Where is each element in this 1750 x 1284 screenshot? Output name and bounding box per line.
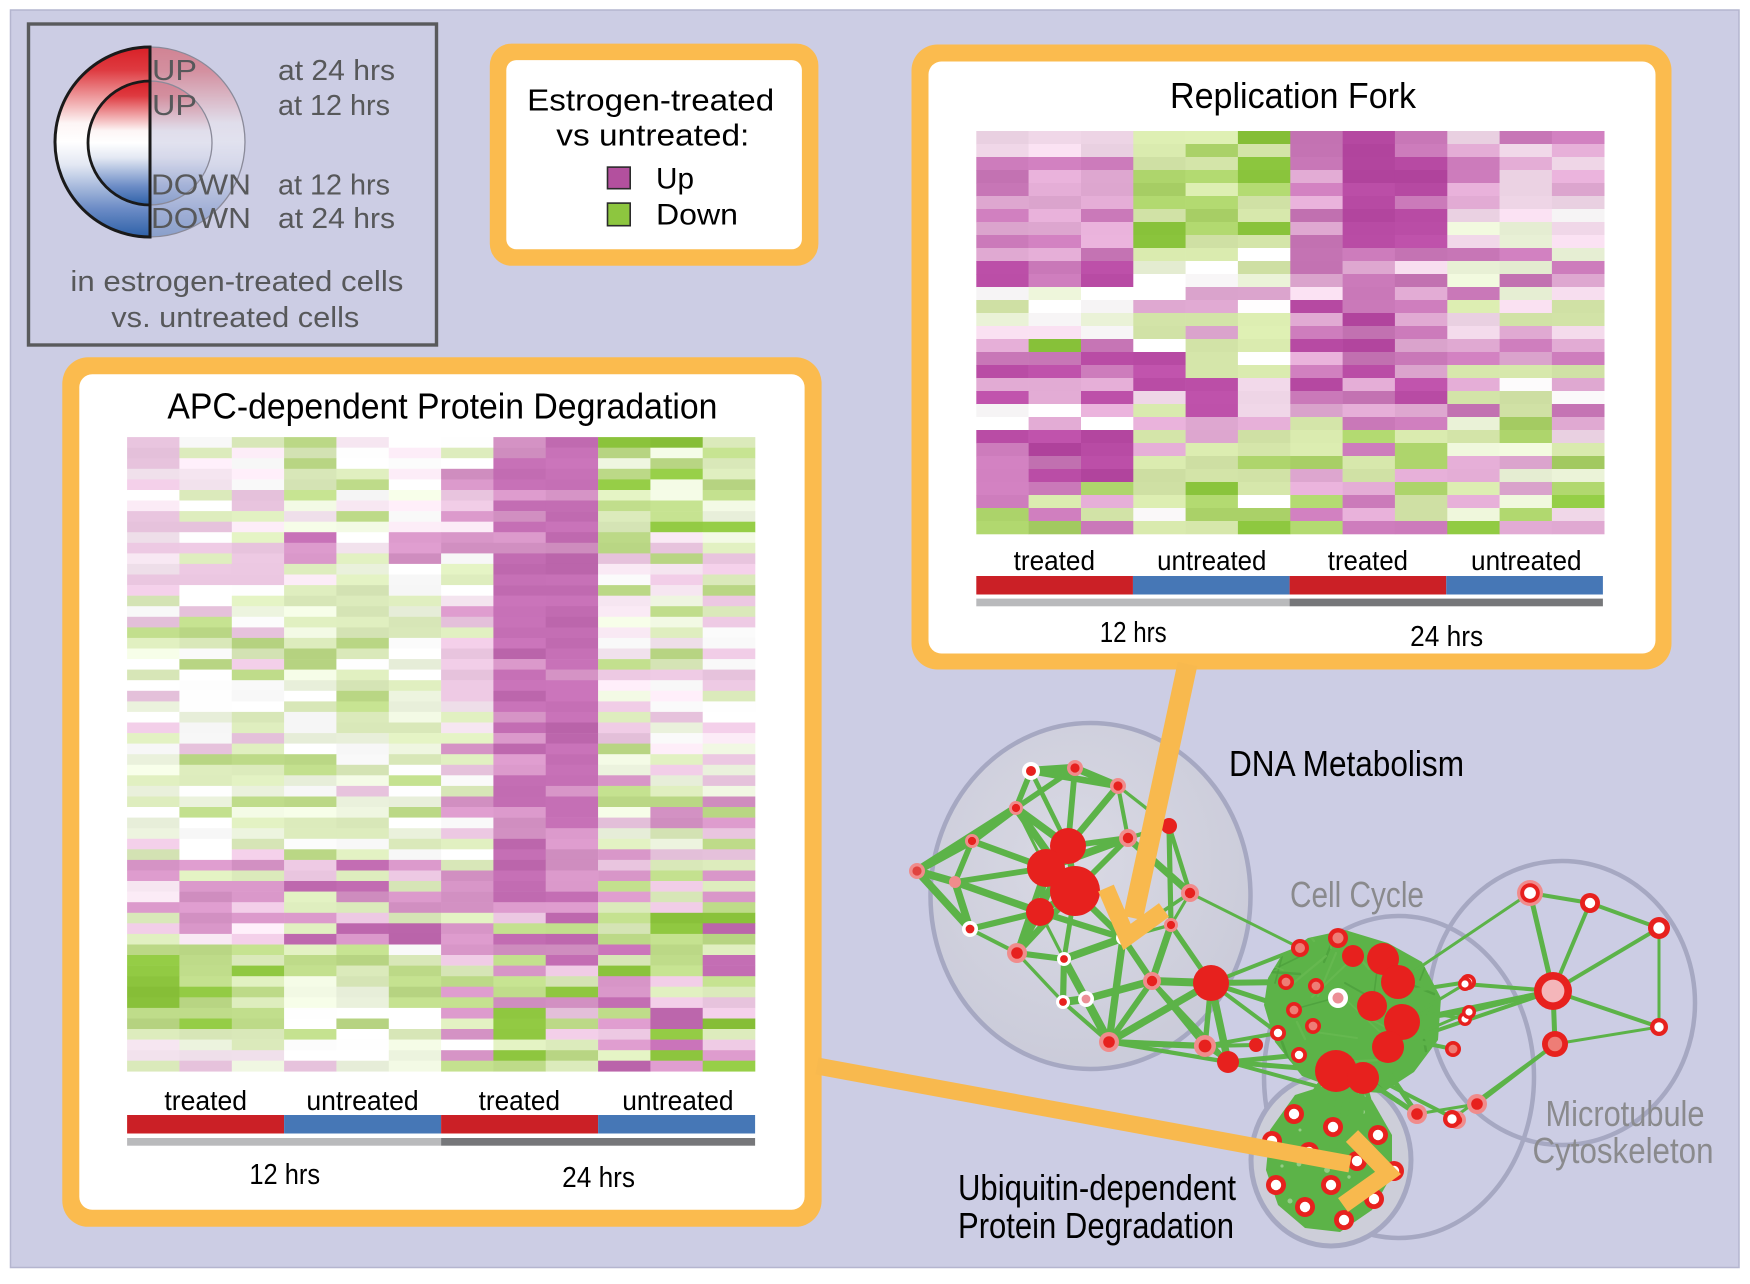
svg-text:treated: treated bbox=[479, 1085, 560, 1116]
svg-text:vs untreated:: vs untreated: bbox=[556, 118, 749, 153]
svg-text:at 24 hrs: at 24 hrs bbox=[278, 203, 395, 235]
svg-text:Ubiquitin-dependent: Ubiquitin-dependent bbox=[958, 1167, 1236, 1208]
svg-text:untreated: untreated bbox=[622, 1085, 733, 1116]
svg-text:DNA Metabolism: DNA Metabolism bbox=[1229, 743, 1464, 784]
svg-text:Estrogen-treated: Estrogen-treated bbox=[527, 83, 774, 118]
svg-text:APC-dependent Protein Degradat: APC-dependent Protein Degradation bbox=[167, 386, 717, 427]
svg-text:untreated: untreated bbox=[1157, 545, 1266, 576]
svg-text:untreated: untreated bbox=[1471, 545, 1582, 576]
svg-text:treated: treated bbox=[164, 1085, 247, 1116]
svg-text:treated: treated bbox=[1328, 545, 1408, 576]
svg-text:12 hrs: 12 hrs bbox=[1100, 617, 1167, 649]
svg-text:UP: UP bbox=[152, 55, 197, 87]
svg-text:Replication Fork: Replication Fork bbox=[1170, 75, 1417, 116]
svg-text:Cytoskeleton: Cytoskeleton bbox=[1533, 1130, 1714, 1171]
svg-text:Up: Up bbox=[656, 163, 694, 196]
svg-text:in estrogen-treated cells: in estrogen-treated cells bbox=[70, 266, 403, 298]
svg-text:vs. untreated cells: vs. untreated cells bbox=[111, 302, 359, 334]
svg-text:UP: UP bbox=[152, 90, 197, 122]
svg-text:at 12 hrs: at 12 hrs bbox=[278, 170, 390, 202]
svg-text:24 hrs: 24 hrs bbox=[562, 1162, 635, 1194]
svg-text:24 hrs: 24 hrs bbox=[1410, 621, 1483, 653]
svg-text:12 hrs: 12 hrs bbox=[249, 1159, 320, 1191]
svg-text:DOWN: DOWN bbox=[151, 203, 251, 235]
svg-text:at 12 hrs: at 12 hrs bbox=[278, 90, 390, 122]
svg-text:untreated: untreated bbox=[306, 1085, 418, 1116]
svg-text:Down: Down bbox=[656, 199, 738, 232]
svg-text:at 24 hrs: at 24 hrs bbox=[278, 55, 395, 87]
svg-text:Cell Cycle: Cell Cycle bbox=[1290, 874, 1424, 915]
svg-text:DOWN: DOWN bbox=[151, 170, 251, 202]
svg-text:treated: treated bbox=[1014, 545, 1095, 576]
svg-text:Microtubule: Microtubule bbox=[1546, 1093, 1705, 1134]
svg-text:Protein Degradation: Protein Degradation bbox=[958, 1205, 1234, 1246]
